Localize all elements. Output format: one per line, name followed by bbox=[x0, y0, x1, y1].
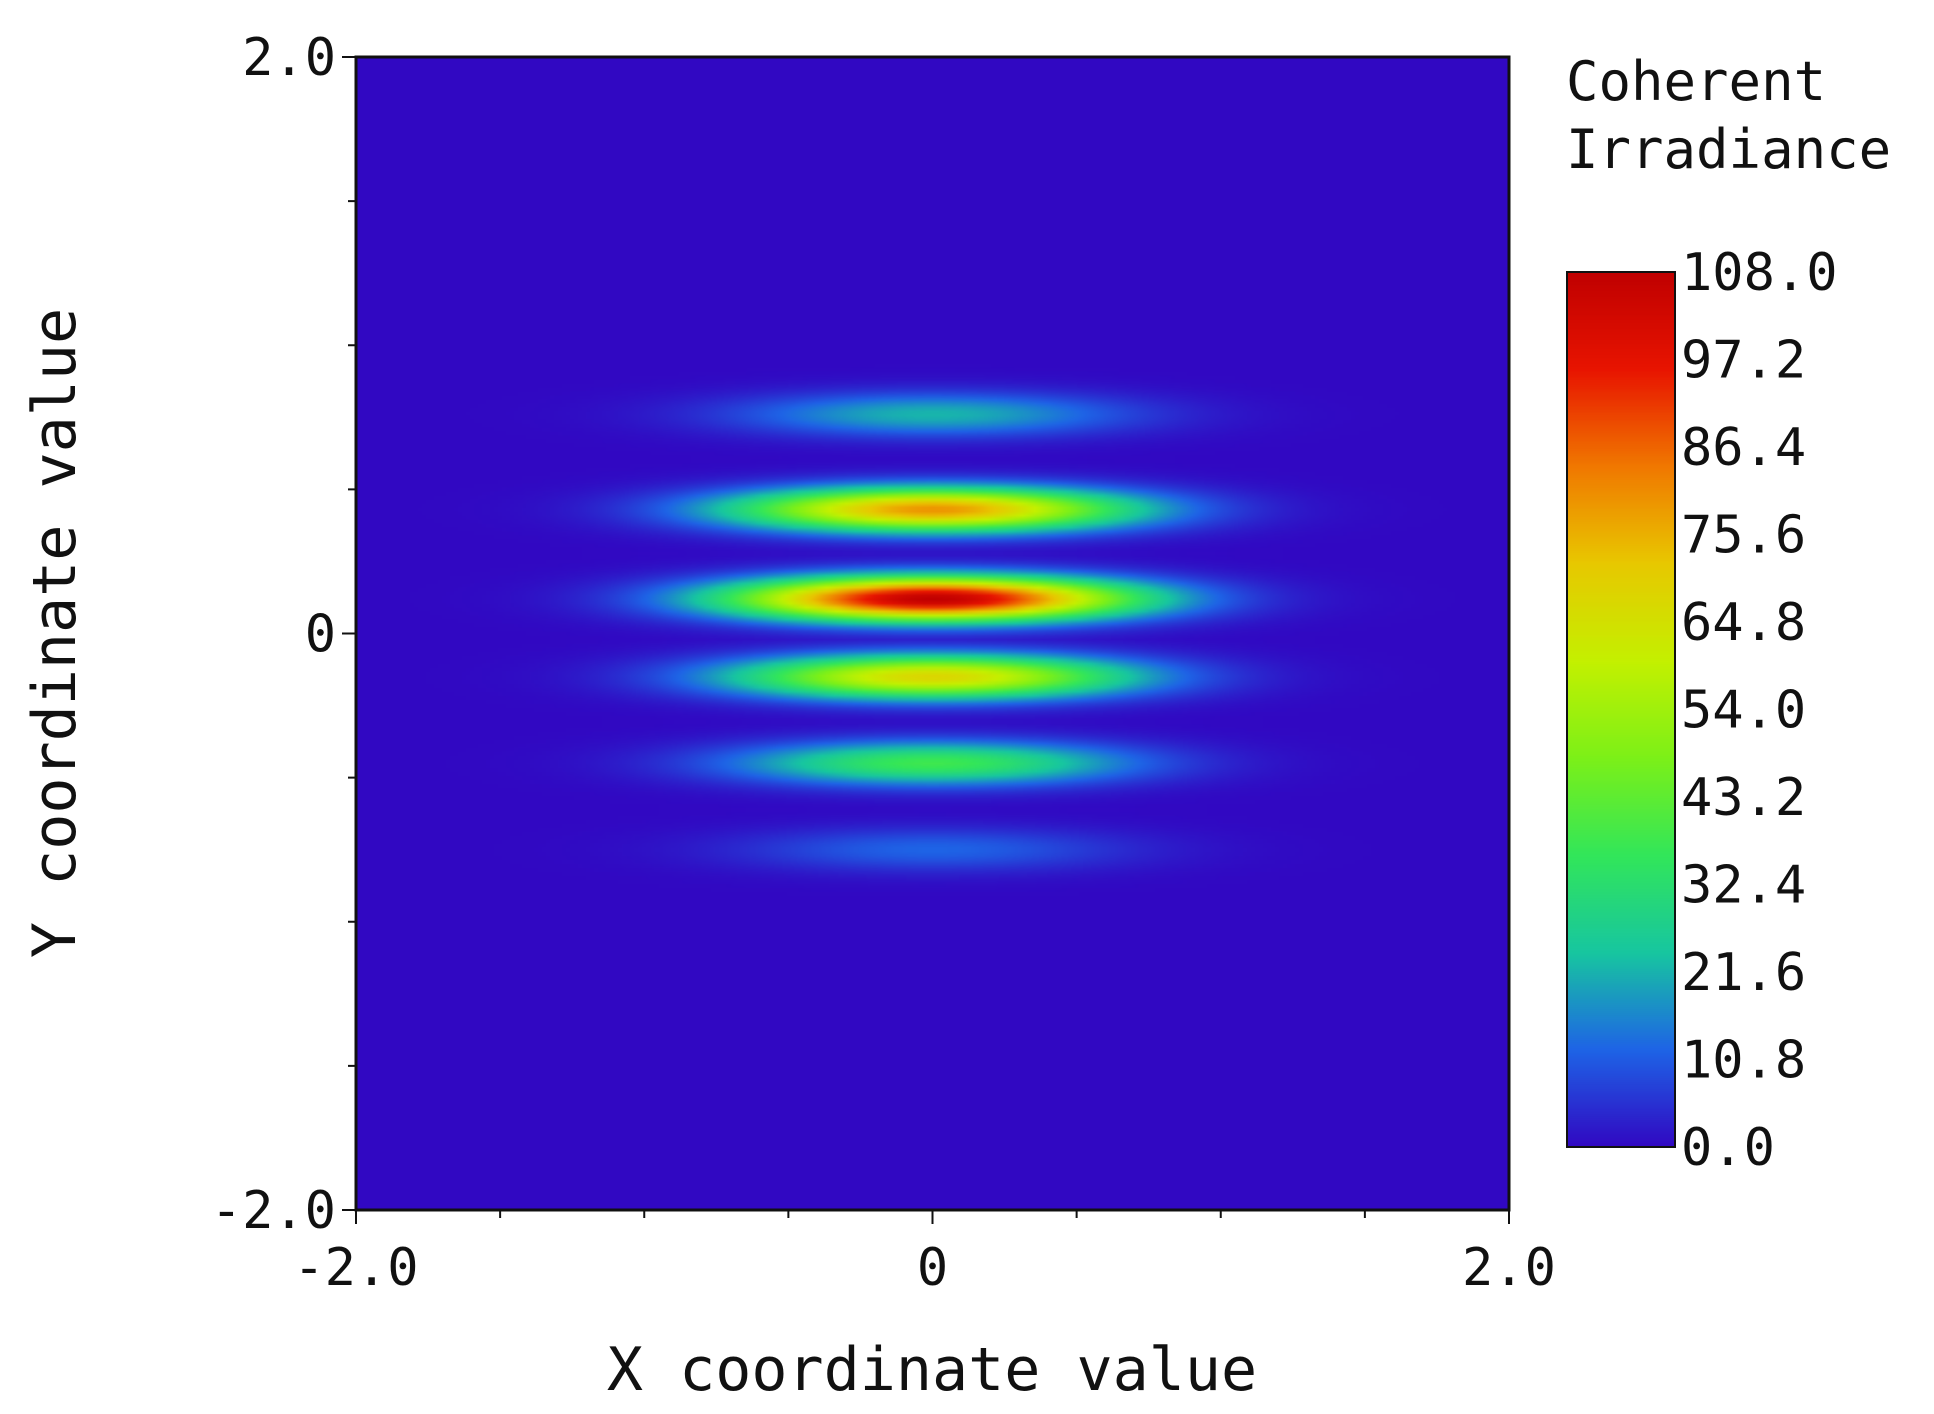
x-tick-label: 2.0 bbox=[1462, 1238, 1556, 1298]
colorbar-tick-label: 97.2 bbox=[1681, 331, 1806, 391]
y-tick-label: 2.0 bbox=[242, 28, 336, 88]
colorbar-tick-label: 54.0 bbox=[1681, 681, 1806, 741]
colorbar-gradient bbox=[1567, 272, 1675, 1147]
colorbar-title-line-2: Irradiance bbox=[1566, 118, 1891, 181]
x-ticks bbox=[355, 1210, 1510, 1224]
colorbar-tick-label: 32.4 bbox=[1681, 856, 1806, 916]
colorbar-tick-label: 86.4 bbox=[1681, 418, 1806, 478]
colorbar-tick-label: 108.0 bbox=[1681, 243, 1838, 303]
colorbar-tick-label: 43.2 bbox=[1681, 768, 1806, 828]
y-tick-label: 0 bbox=[305, 605, 336, 665]
x-tick-label: 0 bbox=[917, 1238, 948, 1298]
x-tick-labels: -2.0 0 2.0 bbox=[293, 1238, 1556, 1298]
colorbar-tick-labels: 108.0 97.2 86.4 75.6 64.8 54.0 43.2 32.4 21.6 10.… bbox=[1681, 243, 1838, 1178]
colorbar-tick-label: 21.6 bbox=[1681, 943, 1806, 1003]
colorbar-title-line-1: Coherent bbox=[1566, 50, 1826, 113]
x-axis-title: X coordinate value bbox=[607, 1335, 1257, 1405]
colorbar-tick-label: 75.6 bbox=[1681, 506, 1806, 566]
colorbar-tick-label: 64.8 bbox=[1681, 593, 1806, 653]
y-ticks bbox=[342, 56, 356, 1211]
colorbar-tick-label: 0.0 bbox=[1681, 1118, 1775, 1178]
y-tick-labels: 2.0 0 -2.0 bbox=[211, 28, 336, 1241]
plot-frame bbox=[354, 55, 1511, 1212]
y-axis-title: Y coordinate value bbox=[20, 308, 90, 958]
colorbar-frame bbox=[1566, 271, 1676, 1148]
heatmap-image bbox=[356, 57, 1509, 1210]
y-tick-label: -2.0 bbox=[211, 1181, 336, 1241]
colorbar-tick-label: 10.8 bbox=[1681, 1031, 1806, 1091]
x-tick-label: -2.0 bbox=[293, 1238, 418, 1298]
